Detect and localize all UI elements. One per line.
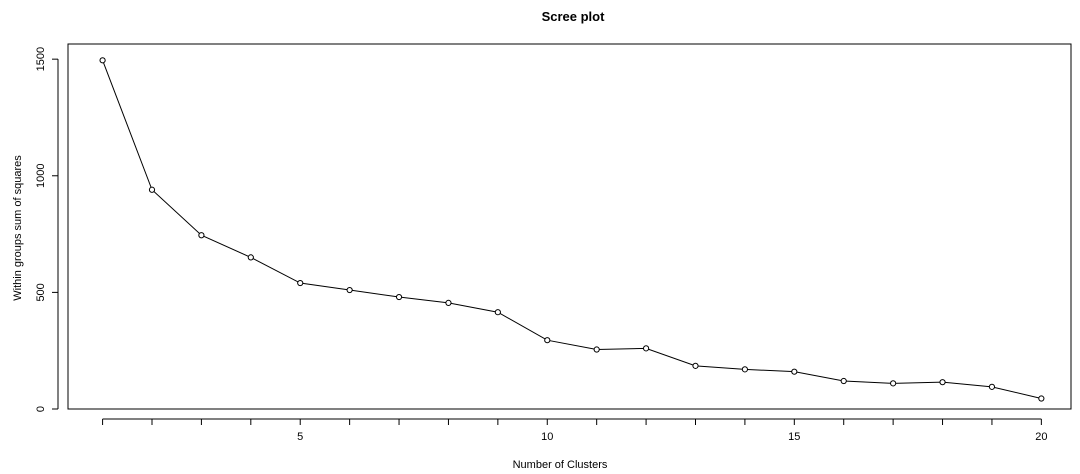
x-tick-label: 20 — [1035, 431, 1047, 443]
data-point-17 — [890, 380, 897, 387]
data-point-12 — [642, 345, 650, 352]
data-point-4 — [247, 254, 254, 261]
series-points — [99, 57, 1045, 402]
y-tick-label: 0 — [35, 406, 47, 412]
data-point-5 — [297, 279, 304, 287]
x-axis-label: Number of Clusters — [513, 459, 608, 471]
data-point-19 — [988, 383, 996, 390]
data-point-7 — [395, 293, 403, 301]
chart-title: Scree plot — [542, 9, 606, 24]
y-tick-label: 500 — [35, 283, 47, 301]
plot-frame — [67, 43, 1072, 410]
y-axis-label: Within groups sum of squares — [12, 155, 24, 301]
x-tick-label: 5 — [297, 431, 303, 443]
data-point-20 — [1038, 395, 1045, 402]
series-wss — [99, 57, 1045, 402]
data-point-16 — [840, 377, 847, 385]
data-point-3 — [198, 232, 205, 239]
data-point-18 — [939, 379, 946, 386]
series-line — [102, 60, 1042, 399]
data-point-6 — [346, 286, 353, 294]
x-axis: 5 10 15 20 — [102, 418, 1047, 443]
data-point-13 — [692, 362, 699, 369]
data-point-10 — [544, 337, 551, 344]
y-tick-label: 1000 — [35, 164, 47, 188]
data-point-1 — [99, 57, 106, 64]
x-tick-label: 15 — [788, 431, 800, 443]
x-tick-label: 10 — [541, 431, 553, 443]
data-point-11 — [593, 346, 600, 353]
data-point-8 — [445, 299, 452, 306]
data-point-2 — [148, 186, 156, 193]
data-point-15 — [791, 368, 798, 375]
data-point-9 — [494, 309, 501, 316]
y-tick-label: 1500 — [35, 47, 47, 71]
data-point-14 — [741, 366, 749, 373]
y-axis: 0 500 1000 1500 — [35, 47, 59, 412]
